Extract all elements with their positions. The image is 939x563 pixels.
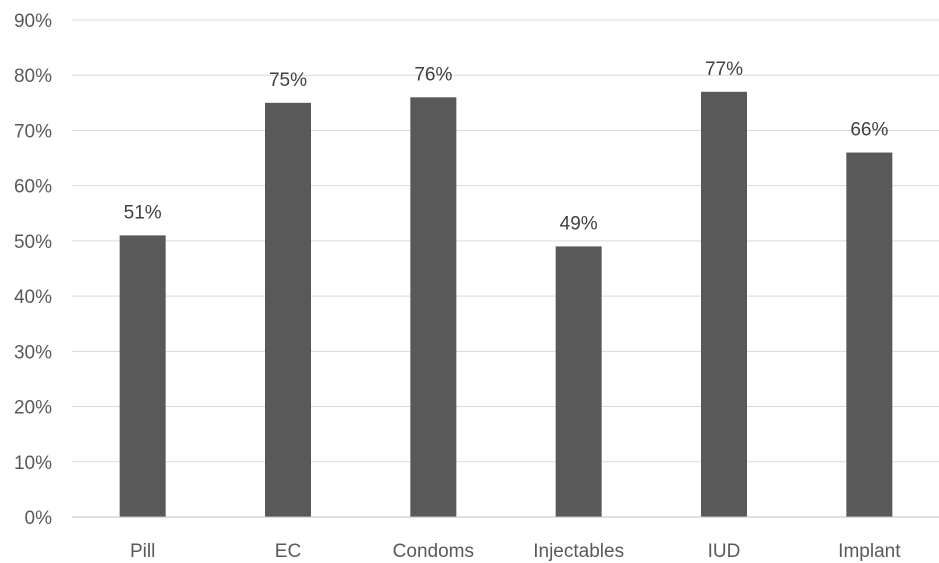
bar: [410, 97, 457, 518]
y-tick-label: 70%: [14, 121, 52, 142]
data-label: 49%: [560, 213, 598, 234]
bars: [119, 91, 893, 518]
bar: [119, 235, 166, 517]
x-tick-label: Implant: [838, 541, 901, 562]
y-tick-label: 40%: [14, 287, 52, 308]
x-tick-label: Pill: [130, 541, 155, 562]
data-label: 51%: [124, 202, 162, 223]
y-tick-label: 50%: [14, 232, 52, 253]
y-tick-label: 30%: [14, 342, 52, 363]
bar: [265, 102, 311, 517]
data-label: 75%: [269, 70, 307, 91]
y-tick-label: 60%: [14, 177, 52, 198]
bar: [701, 91, 747, 518]
y-tick-label: 10%: [14, 453, 52, 474]
y-tick-label: 80%: [14, 66, 52, 87]
y-tick-label: 0%: [25, 508, 53, 529]
y-tick-label: 90%: [14, 11, 52, 32]
data-labels: 51% 75% 76% 49% 77% 66%: [124, 59, 889, 235]
data-label: 76%: [414, 64, 452, 85]
x-tick-label: Condoms: [393, 541, 474, 562]
bar: [555, 246, 602, 517]
x-axis-tick-labels: Pill EC Condoms Injectables IUD Implant: [130, 541, 901, 562]
gridlines: [72, 19, 939, 463]
data-label: 77%: [705, 59, 743, 80]
x-tick-label: Injectables: [533, 541, 624, 562]
y-axis-tick-labels: 0% 10% 20% 30% 40% 50% 60% 70% 80% 90%: [14, 11, 52, 529]
x-tick-label: IUD: [708, 541, 741, 562]
data-label: 66%: [850, 120, 888, 141]
bar: [846, 152, 893, 518]
x-tick-label: EC: [275, 541, 301, 562]
y-tick-label: 20%: [14, 398, 52, 419]
